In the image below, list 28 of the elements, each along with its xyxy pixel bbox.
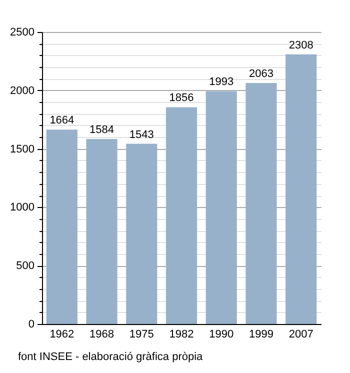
bar bbox=[246, 83, 277, 324]
data-label: 1664 bbox=[50, 114, 74, 127]
y-tick-label: 2000 bbox=[10, 84, 34, 97]
x-tick-label: 1982 bbox=[169, 328, 194, 340]
x-tick-label: 1999 bbox=[248, 328, 274, 340]
data-label: 2063 bbox=[248, 68, 274, 80]
data-label: 1856 bbox=[169, 92, 194, 104]
bar bbox=[46, 130, 78, 324]
x-tick-label: 1962 bbox=[50, 328, 74, 340]
text: font INSEE - elaboració gràfica pròpia bbox=[18, 351, 204, 363]
bar bbox=[286, 54, 317, 324]
data-label: 1543 bbox=[129, 128, 154, 141]
y-tick-label: 500 bbox=[16, 260, 34, 272]
y-tick-label: 1000 bbox=[10, 202, 34, 214]
bar bbox=[126, 144, 158, 324]
x-tick-label: 1990 bbox=[209, 328, 234, 340]
bar bbox=[206, 91, 237, 324]
y-tick-label: 2500 bbox=[10, 26, 34, 38]
x-tick-label: 1968 bbox=[90, 328, 114, 340]
data-label: 1584 bbox=[90, 124, 114, 136]
x-tick-label: 1975 bbox=[129, 328, 154, 340]
bar bbox=[166, 107, 198, 324]
data-label: 2308 bbox=[288, 39, 314, 52]
y-tick-label: 0 bbox=[28, 318, 34, 330]
x-tick-label: 2007 bbox=[288, 328, 314, 340]
data-label: 1993 bbox=[209, 76, 234, 88]
bar bbox=[86, 138, 118, 324]
y-tick-label: 1500 bbox=[10, 143, 34, 156]
